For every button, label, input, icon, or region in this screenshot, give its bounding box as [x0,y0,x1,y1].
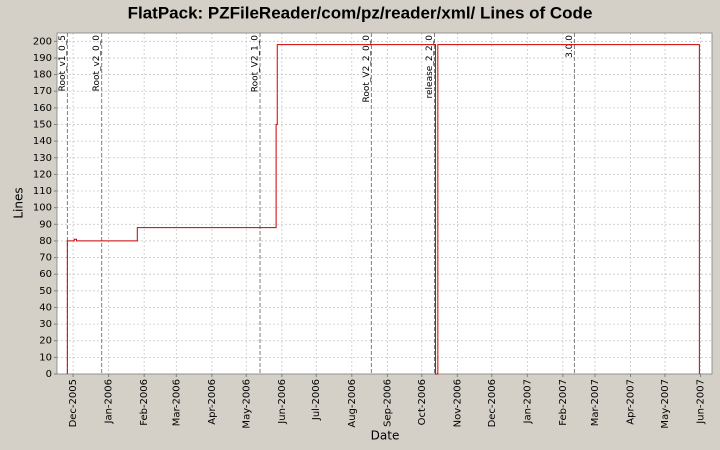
tag-label: Root_V2_1_0 [251,35,261,92]
y-tick-label: 90 [39,219,52,230]
x-tick-label: Oct-2006 [417,379,428,425]
y-tick-label: 100 [33,203,52,214]
y-tick-label: 140 [33,136,52,147]
y-tick-label: 80 [39,236,52,247]
x-tick-label: Jan-2006 [104,379,115,424]
y-tick-label: 20 [39,336,52,347]
x-tick-label: Aug-2006 [347,379,358,428]
x-tick-label: Dec-2006 [487,379,498,427]
x-tick-label: Jun-2007 [696,379,707,425]
x-tick-label: Apr-2007 [626,379,637,425]
x-tick-label: Feb-2006 [139,379,150,426]
y-tick-label: 60 [39,269,52,280]
y-tick-label: 30 [39,319,52,330]
y-tick-label: 0 [46,369,52,380]
plot-border [56,32,713,375]
x-tick-label: Jan-2007 [522,379,533,424]
x-tick-label: Jun-2006 [277,379,288,425]
y-tick-label: 200 [33,36,52,47]
y-tick-label: 10 [39,352,52,363]
tag-label: 3.0.0 [565,35,575,58]
x-tick-label: Dec-2005 [68,379,79,427]
x-tick-label: Mar-2007 [590,379,601,426]
x-tick-label: Apr-2006 [207,379,218,425]
y-tick-label: 110 [33,186,52,197]
y-tick-label: 40 [39,302,52,313]
x-tick-label: May-2006 [241,379,252,429]
y-tick-label: 180 [33,70,52,81]
plot-area [57,33,712,374]
x-tick-label: Mar-2006 [171,379,182,426]
y-tick-label: 120 [33,169,52,180]
tag-label: Root_V2_2_0_0 [362,35,372,103]
y-tick-label: 160 [33,103,52,114]
x-tick-label: Nov-2006 [452,379,463,427]
y-tick-label: 70 [39,253,52,264]
y-tick-label: 170 [33,86,52,97]
x-axis-label: Date [371,429,400,443]
y-axis-label: Lines [12,187,26,218]
x-tick-label: May-2007 [660,379,671,429]
tag-label: Root_v2_0_0 [92,35,102,92]
y-tick-label: 50 [39,286,52,297]
chart-title: FlatPack: PZFileReader/com/pz/reader/xml… [128,3,593,22]
y-tick-label: 130 [33,153,52,164]
tag-label: Root_v1_0_5 [58,35,68,91]
x-tick-label: Sep-2006 [382,379,393,427]
data-line [66,44,700,375]
x-tick-label: Jul-2006 [311,379,322,421]
y-tick-label: 190 [33,53,52,64]
tag-label: release_2_2_0 [425,35,435,99]
y-tick-label: 150 [33,119,52,130]
x-tick-label: Feb-2007 [558,379,569,426]
